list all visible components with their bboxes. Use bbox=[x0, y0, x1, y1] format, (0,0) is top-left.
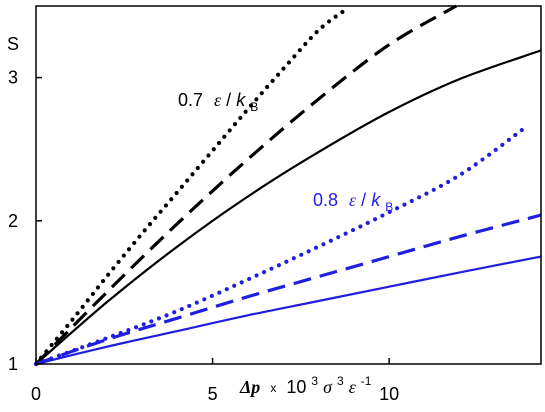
x-axis-label-sigma: σ bbox=[323, 377, 333, 397]
annotation-t07: 0.7 ε / k B bbox=[178, 90, 258, 114]
annotation-t08-eps: ε bbox=[349, 190, 357, 210]
series-line-t07-dotted bbox=[33, 6, 349, 367]
x-axis-label-times: x bbox=[270, 381, 276, 395]
plot-frame bbox=[35, 5, 542, 365]
annotation-t08-num: 0.8 bbox=[313, 190, 338, 210]
series-line-t07-dashed bbox=[34, 4, 457, 366]
ticks-layer: 0 5 10 1 2 3 bbox=[8, 68, 399, 404]
annotation-t08-slash: / bbox=[361, 190, 366, 210]
x-axis-label-eps-pow: -1 bbox=[361, 374, 372, 388]
series-line-t08-dotted bbox=[33, 124, 529, 367]
x-tick-label: 10 bbox=[379, 384, 399, 404]
series-layer bbox=[33, 4, 542, 367]
y-tick-label: 1 bbox=[8, 354, 18, 374]
x-axis-label-eps: ε bbox=[349, 377, 357, 397]
x-axis-label-exp-pow: 3 bbox=[311, 374, 318, 388]
annotation-t07-sub: B bbox=[250, 100, 258, 114]
y-tick-label: 2 bbox=[8, 211, 18, 231]
x-tick-label: 0 bbox=[31, 384, 41, 404]
x-axis-label-sigma-pow: 3 bbox=[337, 374, 344, 388]
x-axis-label-symbol: Δp bbox=[239, 377, 260, 397]
y-tick-label: 3 bbox=[8, 68, 18, 88]
annotation-t07-k: k bbox=[236, 90, 246, 110]
annotation-t08-k: k bbox=[371, 190, 381, 210]
x-axis-label: Δp x 10 3 σ 3 ε -1 bbox=[239, 369, 372, 397]
annotation-t07-num: 0.7 bbox=[178, 90, 203, 110]
series-line-t08-dashed bbox=[35, 213, 542, 366]
annotation-t08-sub: B bbox=[385, 200, 393, 214]
x-tick-label: 5 bbox=[208, 384, 218, 404]
annotation-t07-eps: ε bbox=[214, 90, 222, 110]
y-axis-label: S bbox=[7, 34, 19, 54]
annotation-t08: 0.8 ε / k B bbox=[313, 190, 393, 214]
series-line-t07-solid bbox=[35, 49, 542, 365]
series-line-t08-solid bbox=[35, 255, 542, 366]
annotation-t07-slash: / bbox=[226, 90, 231, 110]
x-axis-label-exp-base: 10 bbox=[286, 377, 306, 397]
